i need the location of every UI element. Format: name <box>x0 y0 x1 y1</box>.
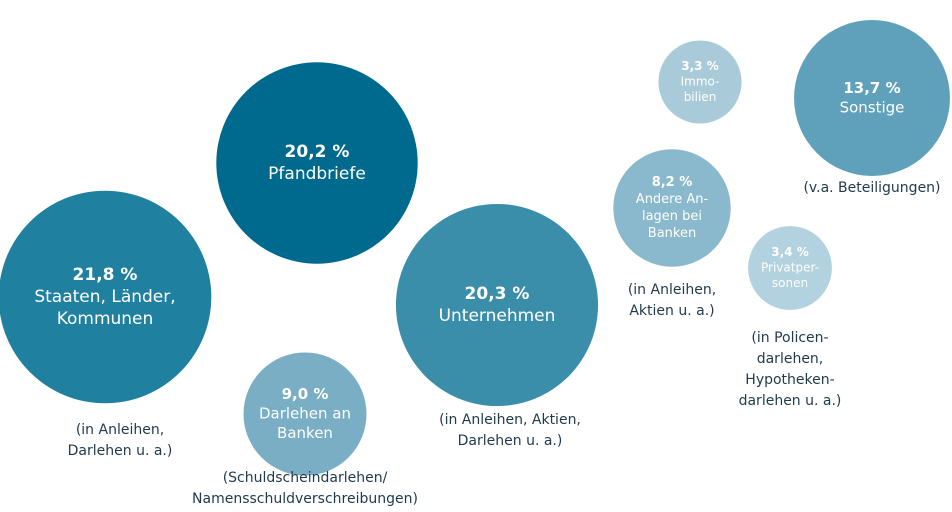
bubble-value: 9,0 % <box>282 385 329 403</box>
note: (v.a. Beteiligungen) <box>803 180 940 196</box>
note: (in Anleihen, <box>628 282 716 298</box>
bubble-label: Privatper- <box>761 261 819 275</box>
note: Darlehen u. a.) <box>68 443 173 459</box>
bubble <box>748 226 832 310</box>
bubble-value: 8,2 % <box>652 175 693 190</box>
bubble-label: Banken <box>648 226 696 241</box>
note: (in Anleihen, Aktien, <box>439 412 581 428</box>
note: (in Anleihen, <box>76 422 164 438</box>
bubble-value: 21,8 % <box>73 265 138 285</box>
bubble-value: 3,3 % <box>681 59 718 73</box>
bubble-label: Andere An- <box>636 192 709 207</box>
bubble <box>395 203 599 407</box>
bubble-label: Banken <box>277 424 333 442</box>
bubble-label: Staaten, Länder, <box>34 287 175 307</box>
bubble <box>216 62 418 264</box>
bubble-label: Pfandbriefe <box>268 164 366 184</box>
note: Aktien u. a.) <box>629 303 714 319</box>
bubble-label: Immo- <box>681 75 720 89</box>
bubble <box>658 40 742 124</box>
note: darlehen u. a.) <box>739 393 842 409</box>
bubble <box>0 190 212 404</box>
bubble-value: 20,2 % <box>285 142 350 162</box>
bubble-value: 20,3 % <box>465 284 530 304</box>
note: Hypotheken- <box>745 372 834 388</box>
bubble <box>794 20 950 176</box>
bubble-label: lagen bei <box>642 209 702 224</box>
note: Darlehen u. a.) <box>458 433 563 449</box>
note: darlehen, <box>757 351 824 367</box>
bubble-label: bilien <box>684 90 717 104</box>
bubble-label: Kommunen <box>57 309 154 329</box>
note: Namensschuldverschreibungen) <box>192 491 418 507</box>
note: (Schuldscheindarlehen/ <box>223 470 388 486</box>
bubble-label: sonen <box>772 276 808 290</box>
bubble-value: 13,7 % <box>843 79 900 97</box>
bubble-label: Unternehmen <box>439 306 556 326</box>
bubble <box>243 352 367 476</box>
note: (in Policen- <box>751 330 828 346</box>
bubble-value: 3,4 % <box>771 245 808 259</box>
bubble-label: Darlehen an <box>259 405 351 423</box>
bubble-label: Sonstige <box>840 98 905 116</box>
bubble <box>613 149 731 267</box>
